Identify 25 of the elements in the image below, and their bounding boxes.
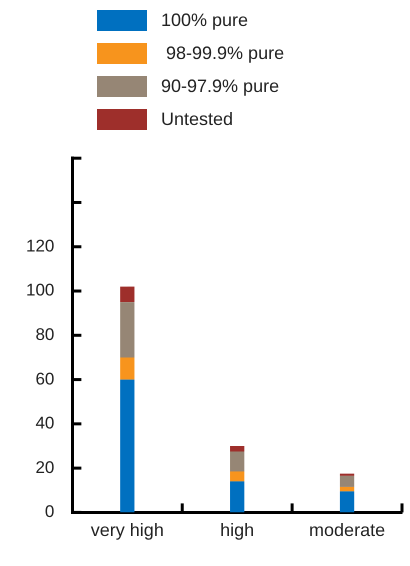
y-tick-label: 80 bbox=[35, 324, 54, 344]
bar bbox=[120, 302, 134, 358]
legend-label: Untested bbox=[161, 109, 234, 130]
bar bbox=[230, 471, 244, 482]
bar bbox=[120, 357, 134, 380]
y-tick-label: 100 bbox=[26, 280, 54, 300]
y-tick-label: 120 bbox=[26, 236, 54, 256]
x-tick-label: moderate bbox=[309, 520, 386, 540]
bar bbox=[230, 452, 244, 472]
legend-label: 100% pure bbox=[161, 10, 248, 31]
y-tick-label: 60 bbox=[35, 369, 54, 388]
legend-label: 90-97.9% pure bbox=[161, 76, 280, 97]
bar bbox=[340, 491, 354, 512]
bar bbox=[230, 481, 244, 512]
legend-label: 98-99.9% pure bbox=[165, 43, 284, 64]
x-tick-label: very high bbox=[90, 520, 164, 540]
bar bbox=[120, 380, 134, 512]
x-tick-label: high bbox=[220, 520, 254, 540]
y-tick-label: 40 bbox=[35, 414, 54, 433]
bar bbox=[230, 446, 244, 452]
bar bbox=[120, 286, 134, 302]
bar bbox=[340, 476, 354, 487]
y-tick-label: 20 bbox=[35, 458, 54, 477]
bar bbox=[340, 486, 354, 492]
y-tick-label: 0 bbox=[44, 502, 54, 522]
